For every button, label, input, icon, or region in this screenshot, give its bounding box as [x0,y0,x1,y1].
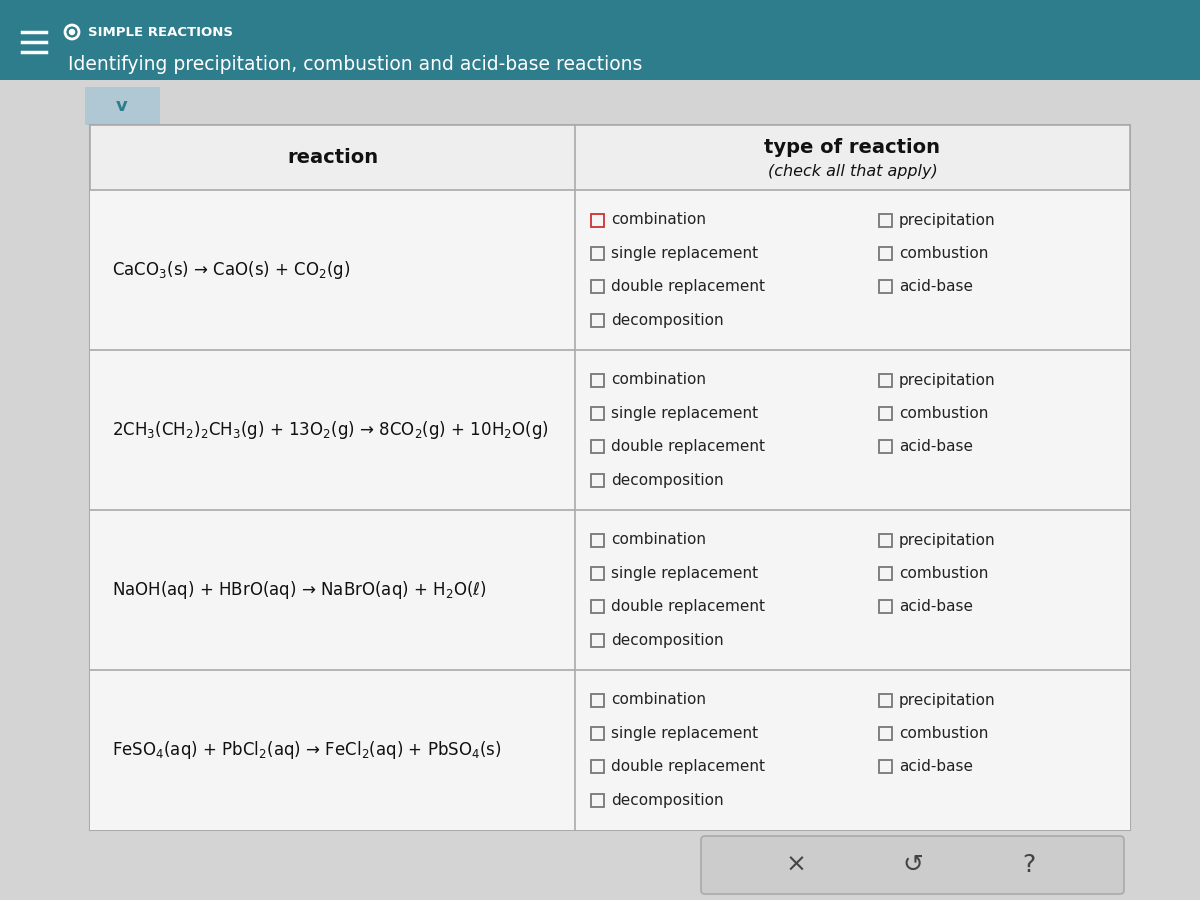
Bar [590,440,604,454]
Text: acid-base: acid-base [899,439,973,454]
Bar [878,440,892,454]
Text: ?: ? [1022,853,1036,877]
Text: combination: combination [611,212,706,228]
Text: decomposition: decomposition [611,793,724,807]
FancyBboxPatch shape [701,836,1124,894]
Text: 2CH$_3$(CH$_2$)$_2$CH$_3$(g) + 13O$_2$(g) → 8CO$_2$(g) + 10H$_2$O(g): 2CH$_3$(CH$_2$)$_2$CH$_3$(g) + 13O$_2$(g… [112,419,548,441]
Bar [590,600,604,613]
Bar [590,694,604,706]
Bar [590,634,604,646]
Bar [590,280,604,293]
Bar [85,87,160,125]
Text: type of reaction: type of reaction [764,139,941,158]
Text: single replacement: single replacement [611,725,758,741]
Bar [878,280,892,293]
Text: decomposition: decomposition [611,312,724,328]
Bar [590,247,604,260]
Bar [878,760,892,773]
Text: double replacement: double replacement [611,439,766,454]
Bar [878,567,892,580]
Text: double replacement: double replacement [611,599,766,614]
Bar [590,374,604,386]
Text: (check all that apply): (check all that apply) [768,165,937,179]
Text: precipitation: precipitation [899,373,996,388]
Bar [590,794,604,806]
Bar [590,727,604,740]
Text: combustion: combustion [899,725,989,741]
Text: v: v [116,97,128,115]
Bar [90,510,1130,670]
Text: precipitation: precipitation [899,533,996,547]
Text: double replacement: double replacement [611,760,766,774]
Text: CaCO$_3$(s) → CaO(s) + CO$_2$(g): CaCO$_3$(s) → CaO(s) + CO$_2$(g) [112,259,350,281]
Text: combination: combination [611,533,706,547]
Bar [878,407,892,419]
Text: single replacement: single replacement [611,246,758,261]
Text: SIMPLE REACTIONS: SIMPLE REACTIONS [88,25,233,39]
Bar [878,247,892,260]
Circle shape [70,30,74,34]
Bar [590,473,604,487]
Text: ×: × [786,853,806,877]
Text: acid-base: acid-base [899,279,973,294]
Bar [590,213,604,227]
Bar [878,694,892,706]
Bar [878,727,892,740]
Text: combination: combination [611,373,706,388]
Bar [90,190,1130,350]
Bar [90,125,1130,190]
Bar [90,350,1130,510]
Text: combustion: combustion [899,406,989,421]
Text: double replacement: double replacement [611,279,766,294]
Bar [90,125,1130,830]
Text: decomposition: decomposition [611,472,724,488]
Bar [590,534,604,546]
Text: FeSO$_4$(aq) + PbCl$_2$(aq) → FeCl$_2$(aq) + PbSO$_4$(s): FeSO$_4$(aq) + PbCl$_2$(aq) → FeCl$_2$(a… [112,739,502,761]
Text: combustion: combustion [899,566,989,580]
Text: acid-base: acid-base [899,760,973,774]
Bar [878,374,892,386]
Bar [590,567,604,580]
Text: single replacement: single replacement [611,566,758,580]
Text: decomposition: decomposition [611,633,724,647]
Bar [0,0,1200,80]
Bar [878,213,892,227]
Text: precipitation: precipitation [899,692,996,707]
Bar [878,534,892,546]
Text: ↺: ↺ [902,853,923,877]
Bar [590,313,604,327]
Bar [590,760,604,773]
Bar [878,600,892,613]
Text: reaction: reaction [287,148,378,167]
Text: NaOH(aq) + HBrO(aq) → NaBrO(aq) + H$_2$O(ℓ): NaOH(aq) + HBrO(aq) → NaBrO(aq) + H$_2$O… [112,579,487,601]
Text: precipitation: precipitation [899,212,996,228]
Text: acid-base: acid-base [899,599,973,614]
Bar [90,670,1130,830]
Text: combustion: combustion [899,246,989,261]
Text: Identifying precipitation, combustion and acid-base reactions: Identifying precipitation, combustion an… [68,55,642,74]
Text: single replacement: single replacement [611,406,758,421]
Bar [590,407,604,419]
Text: combination: combination [611,692,706,707]
